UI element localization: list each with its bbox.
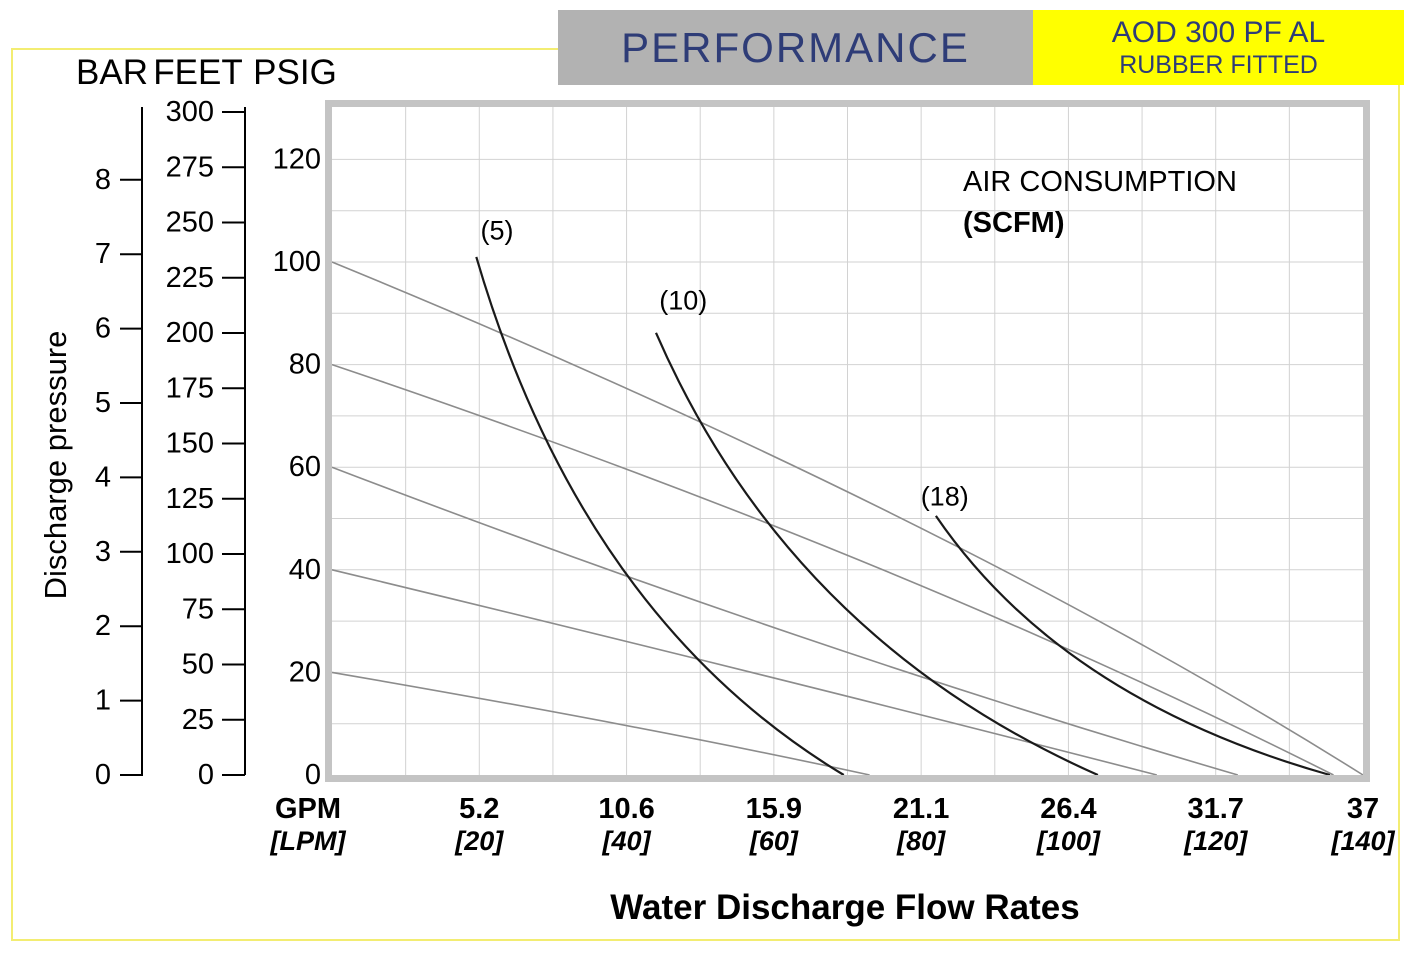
bar-tick-label: 6 <box>95 313 111 345</box>
feet-tick-label: 150 <box>166 428 214 460</box>
bar-scale-header: BAR <box>76 53 148 92</box>
performance-header-box: PERFORMANCE <box>558 10 1033 85</box>
performance-curve <box>331 261 1364 776</box>
air-consumption-curve <box>475 256 845 776</box>
feet-tick-label: 25 <box>182 704 214 736</box>
air-consumption-curve <box>654 332 1099 777</box>
x-tick-label: 10.6 [40] <box>598 793 654 856</box>
feet-tick-label: 300 <box>166 96 214 128</box>
performance-curve <box>331 569 1158 776</box>
x-tick-label: 37 [140] <box>1331 793 1394 856</box>
bar-tick-label: 8 <box>95 164 111 196</box>
feet-tick-label: 250 <box>166 207 214 239</box>
feet-tick-label: 75 <box>182 593 214 625</box>
air-consumption-curve <box>934 515 1331 777</box>
psig-tick-label: 20 <box>289 656 321 688</box>
x-tick-gpm: 31.7 <box>1187 793 1244 825</box>
y-axis-label: Discharge pressure <box>38 330 73 600</box>
psig-tick-label: 0 <box>305 759 321 791</box>
x-tick-lpm: [80] <box>897 826 946 856</box>
x-tick-lpm: [40] <box>602 826 651 856</box>
feet-tick-label: 125 <box>166 483 214 515</box>
bar-tick-label: 1 <box>95 685 111 717</box>
x-tick-lpm: [140] <box>1331 826 1395 856</box>
model-fitted-label: RUBBER FITTED <box>1119 51 1318 79</box>
x-tick-label: 5.2 [20] <box>455 793 503 856</box>
bar-tick-label: 5 <box>95 387 111 419</box>
plot-frame <box>325 100 1370 782</box>
x-axis-unit-gpm: GPM <box>274 793 342 825</box>
performance-curve <box>331 466 1239 776</box>
psig-tick-label: 60 <box>289 451 321 483</box>
feet-tick-label: 175 <box>166 372 214 404</box>
feet-tick-label: 200 <box>166 317 214 349</box>
psig-tick-label: 100 <box>273 246 321 278</box>
scfm-curve-label: (10) <box>659 285 708 316</box>
model-name: AOD 300 PF AL <box>1111 16 1326 49</box>
x-tick-label: 31.7 [120] <box>1184 793 1247 856</box>
psig-tick-label: 80 <box>289 349 321 381</box>
feet-tick-label: 50 <box>182 649 214 681</box>
x-tick-label: 15.9 [60] <box>746 793 802 856</box>
x-tick-label: 21.1 [80] <box>893 793 949 856</box>
scfm-curve-label: (5) <box>480 215 514 246</box>
x-tick-lpm: [20] <box>455 826 504 856</box>
performance-title: PERFORMANCE <box>621 23 970 71</box>
x-tick-lpm: [100] <box>1036 826 1100 856</box>
x-tick-gpm: 15.9 <box>745 793 803 825</box>
x-tick-gpm: 10.6 <box>598 793 655 825</box>
x-tick-gpm: 5.2 <box>459 793 500 825</box>
scfm-curve-label: (18) <box>920 481 969 512</box>
performance-curve <box>331 671 870 776</box>
bar-tick-label: 2 <box>95 610 111 642</box>
feet-tick-label: 0 <box>198 759 214 791</box>
feet-scale-header: FEET <box>153 53 243 92</box>
feet-tick-label: 100 <box>166 538 214 570</box>
bar-tick-label: 4 <box>95 461 111 493</box>
psig-tick-label: 120 <box>273 143 321 175</box>
bar-tick-label: 3 <box>95 536 111 568</box>
performance-curve <box>331 363 1334 776</box>
psig-tick-label: 40 <box>289 554 321 586</box>
x-tick-gpm: 37 <box>1346 793 1380 825</box>
feet-tick-label: 275 <box>166 151 214 183</box>
model-header-box: AOD 300 PF AL RUBBER FITTED <box>1033 10 1404 85</box>
psig-scale-header: PSIG <box>253 53 337 92</box>
x-tick-lpm: [60] <box>749 826 798 856</box>
x-axis-unit-lpm: [LPM] <box>270 826 346 856</box>
feet-tick-label: 225 <box>166 262 214 294</box>
x-tick-lpm: [120] <box>1184 826 1248 856</box>
air-consumption-label: AIR CONSUMPTION <box>963 166 1237 198</box>
x-tick-gpm: 26.4 <box>1040 793 1097 825</box>
x-axis-units: GPM [LPM] <box>271 793 346 856</box>
x-tick-gpm: 21.1 <box>892 793 950 825</box>
bar-tick-label: 7 <box>95 238 111 270</box>
x-axis-title: Water Discharge Flow Rates <box>610 888 1080 927</box>
x-tick-label: 26.4 [100] <box>1037 793 1100 856</box>
bar-tick-label: 0 <box>95 759 111 791</box>
scfm-label: (SCFM) <box>963 207 1065 239</box>
